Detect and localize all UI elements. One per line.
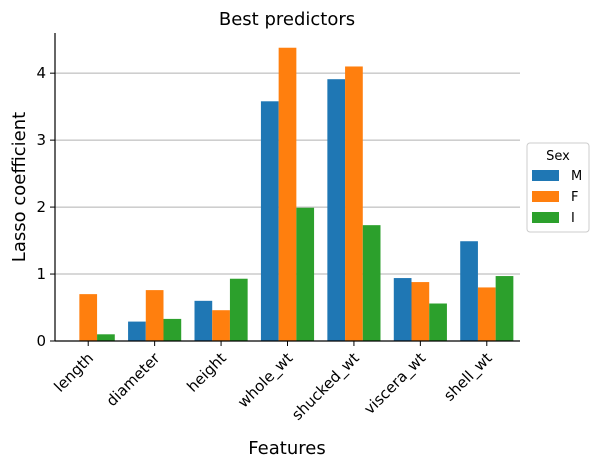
bar-F-shucked_wt [345,66,363,341]
bar-F-length [79,294,98,341]
legend-label-M: M [571,169,582,184]
bar-I-shucked_wt [362,225,381,341]
bar-I-height [229,278,248,341]
bars [79,47,514,341]
y-tick-label: 1 [36,265,46,283]
y-ticks: 0 1 2 3 4 [36,64,55,350]
y-tick-label: 2 [36,198,46,216]
x-tick-label: diameter [103,349,164,410]
x-ticks: length diameter height whole_wtshucked_wtvi… [51,341,496,425]
x-tick-label: viscera_wt [360,349,430,419]
x-tick-label: whole_wt [234,349,297,412]
legend-label-I: I [571,211,575,226]
legend-frame [526,142,590,233]
bar-I-diameter [163,318,182,341]
bar-M-height [194,300,213,341]
x-axis-label: Features [248,438,325,459]
bar-M-shucked_wt [327,79,346,341]
bar-F-height [212,310,230,341]
bar-M-shell_wt [460,241,478,341]
bar-I-viscera_wt [429,303,447,341]
legend-swatch-I [532,212,559,223]
legend-swatch-M [532,170,559,181]
bar-I-whole_wt [296,207,315,341]
x-tick-label: length [51,349,98,396]
bar-M-whole_wt [260,101,279,341]
x-tick-label: shucked_wt [288,349,363,424]
bar-M-viscera_wt [393,278,412,341]
y-axis-label: Lasso coefficient [9,112,30,262]
legend-label-F: F [571,190,578,205]
x-tick-label: height [183,349,230,396]
chart-title: Best predictors [219,9,355,30]
bar-M-diameter [128,321,146,341]
bar-F-viscera_wt [411,282,430,341]
y-tick-label: 0 [36,332,46,350]
bar-I-length [97,334,115,341]
x-tick-label: shell_wt [440,349,496,405]
bar-F-whole_wt [278,47,297,341]
legend-title: Sex [546,149,570,164]
legend-swatch-F [532,191,559,202]
bar-I-shell_wt [495,276,514,341]
y-tick-label: 3 [36,131,46,149]
y-tick-label: 4 [36,64,46,82]
bar-F-shell_wt [477,287,496,341]
bar-F-diameter [145,290,164,341]
